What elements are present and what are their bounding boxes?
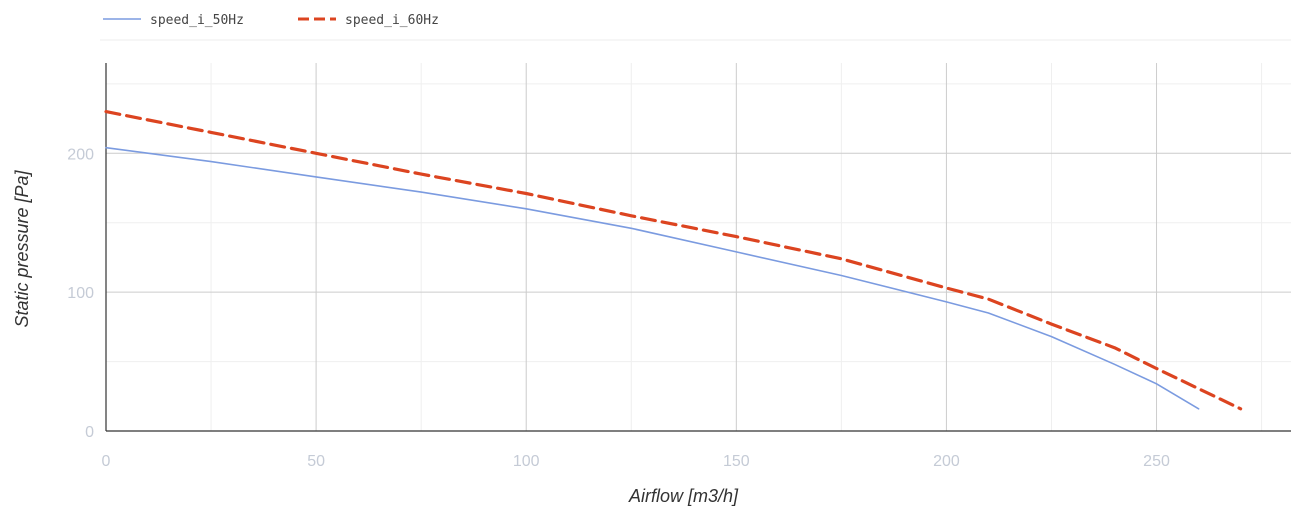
tick-labels: 0 50 100 150 200 250 0 100 200 (67, 146, 1170, 470)
legend-label: speed_i_50Hz (150, 13, 244, 28)
x-tick-label: 100 (513, 453, 540, 470)
x-tick-label: 150 (723, 453, 750, 470)
x-axis-title: Airflow [m3/h] (628, 486, 739, 506)
y-tick-label: 200 (67, 146, 94, 163)
y-tick-label: 100 (67, 285, 94, 302)
x-tick-label: 250 (1143, 453, 1170, 470)
legend-item-0[interactable]: speed_i_50Hz (103, 13, 244, 28)
x-tick-label: 200 (933, 453, 960, 470)
series-layer (104, 110, 1243, 411)
axes (105, 63, 1291, 432)
y-axis-title: Static pressure [Pa] (12, 169, 32, 327)
y-tick-label: 0 (85, 424, 94, 441)
legend: speed_i_50Hz speed_i_60Hz (100, 13, 1291, 41)
legend-item-1[interactable]: speed_i_60Hz (298, 13, 439, 28)
series-line-0 (105, 146, 1200, 410)
x-tick-label: 0 (102, 453, 111, 470)
series-line-1 (104, 110, 1243, 411)
legend-label: speed_i_60Hz (345, 13, 439, 28)
grid-lines (106, 63, 1291, 431)
x-tick-label: 50 (307, 453, 325, 470)
